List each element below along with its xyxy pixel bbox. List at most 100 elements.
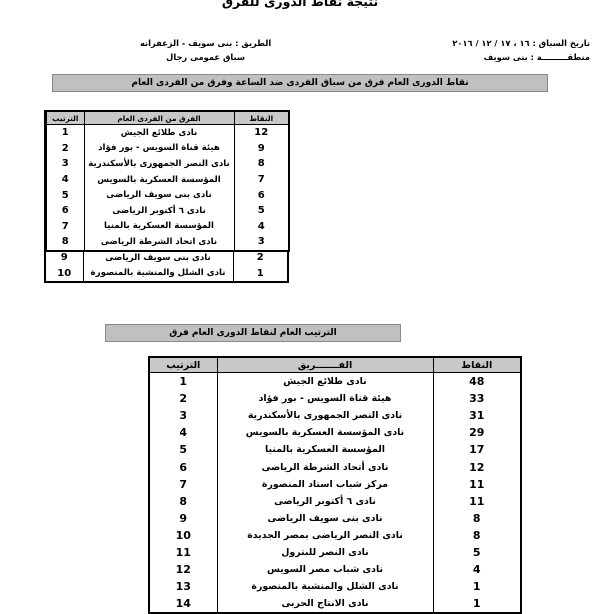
cell-points: 1: [432, 578, 522, 596]
cell-points: 2: [232, 249, 289, 266]
cell-rank: 1: [45, 124, 85, 141]
cell-points: 4: [233, 218, 290, 235]
cell-team: المؤسسة العسكرية بالسويس: [83, 171, 235, 188]
page-title: نتيجة نقاط الدورى للفرق: [221, 0, 379, 9]
cell-points: 11: [432, 475, 522, 493]
table-row: 8 نادى بنى سويف الرياضى 9: [148, 509, 522, 527]
route: الطريق : بنى سويف - الزعفرانه: [140, 38, 272, 48]
table-row: 12 نادى أتحاد الشرطة الرياضى 6: [148, 458, 522, 476]
cell-rank: 3: [45, 156, 85, 172]
table-header-row: النقاط الفرق من الفردى العام الترتيب: [45, 110, 290, 125]
cell-rank: 13: [148, 578, 218, 596]
cell-rank: 12: [148, 561, 218, 579]
cell-points: 9: [233, 140, 290, 157]
meta-right-block: تاريخ السباق : ١٦ ، ١٧ / ١٢ / ٢٠١٦ منطقـ…: [452, 36, 590, 64]
cell-rank: 6: [45, 202, 85, 219]
cell-rank: 5: [148, 441, 218, 459]
cell-rank: 10: [44, 265, 84, 282]
cell-points: 5: [432, 543, 522, 562]
cell-points: 33: [432, 390, 522, 408]
cell-rank: 8: [45, 234, 85, 251]
cell-rank: 14: [148, 595, 218, 614]
cell-team: نادى ٦ أكتوبر الرياضى: [216, 492, 434, 510]
cell-team: نادى الانتاج الحربى: [216, 595, 434, 614]
cell-rank: 2: [45, 140, 85, 157]
cell-points: 1: [432, 595, 522, 614]
table-row: 33 هيئة قناة السويس - بور فؤاد 2: [148, 390, 522, 408]
region: منطقـــــــــة : بنى سويف: [483, 52, 590, 62]
table-row: 5 نادى النصر للبترول 11: [148, 543, 522, 562]
table-row: 2 نادى بنى سويف الرياضى 9: [44, 249, 289, 266]
cell-team: نادى النصر الجمهورى بالأسكندرية: [216, 407, 434, 425]
cell-rank: 4: [45, 171, 85, 188]
cell-rank: 10: [148, 526, 218, 544]
table-row: 1 نادى الشلل والمنشية بالمنصورة 13: [148, 578, 522, 596]
table-row: 4 نادى شباب مصر السويس 12: [148, 561, 522, 579]
banner-team-points: نقاط الدورى العام فرق من سباق الفردى ضد …: [52, 74, 548, 92]
cell-team: المؤسسة العسكرية بالمنيا: [83, 218, 235, 235]
table-row: 48 نادى طلائع الجيش 1: [148, 372, 522, 391]
table-row: 8 نادى النصر الرياضى بمصر الجديدة 10: [148, 526, 522, 544]
cell-points: 8: [233, 156, 290, 172]
cell-team: نادى المؤسسة العسكرية بالسويس: [216, 424, 434, 442]
cell-team: نادى بنى سويف الرياضى: [82, 249, 234, 266]
cell-points: 48: [432, 372, 522, 391]
cell-points: 31: [432, 407, 522, 425]
table-general-individual: النقاط الفرق من الفردى العام الترتيب 12 ن…: [45, 110, 290, 252]
table-row: 11 مركز شباب استاد المنصورة 7: [148, 475, 522, 493]
table-row: 31 نادى النصر الجمهورى بالأسكندرية 3: [148, 407, 522, 425]
cell-points: 8: [432, 509, 522, 527]
table-row: 29 نادى المؤسسة العسكرية بالسويس 4: [148, 424, 522, 442]
table-row: 1 نادى الشلل والمنشية بالمنصورة 10: [44, 265, 289, 282]
column-header-points: النقاط: [432, 356, 522, 373]
cell-points: 4: [432, 561, 522, 579]
cell-team: مركز شباب استاد المنصورة: [216, 475, 434, 493]
cell-points: 11: [432, 492, 522, 510]
cell-rank: 5: [45, 187, 85, 203]
cell-rank: 4: [148, 424, 218, 442]
cell-team: نادى ٦ أكتوبر الرياضى: [83, 202, 235, 219]
cell-points: 5: [233, 202, 290, 219]
table-header-row: النقاط الفـــــــريق الترتيب: [148, 356, 522, 373]
cell-team: نادى الشلل والمنشية بالمنصورة: [216, 578, 434, 596]
table-row: 5 نادى ٦ أكتوبر الرياضى 6: [45, 202, 290, 219]
cell-team: نادى شباب مصر السويس: [216, 561, 434, 579]
table-row: 1 نادى الانتاج الحربى 14: [148, 595, 522, 614]
cell-points: 12: [432, 458, 522, 476]
cell-points: 7: [233, 171, 290, 188]
cell-team: نادى طلائع الجيش: [83, 124, 235, 141]
document-meta: تاريخ السباق : ١٦ ، ١٧ / ١٢ / ٢٠١٦ منطقـ…: [0, 36, 600, 70]
cell-rank: 8: [148, 492, 218, 510]
cell-rank: 9: [148, 509, 218, 527]
cell-rank: 3: [148, 407, 218, 425]
table-row: 11 نادى ٦ أكتوبر الرياضى 8: [148, 492, 522, 510]
cell-team: نادى النصر للبترول: [216, 543, 434, 562]
race-type: سباق عمومى رجال: [166, 52, 246, 62]
column-header-rank: الترتيب: [148, 356, 218, 373]
race-date: تاريخ السباق : ١٦ ، ١٧ / ١٢ / ٢٠١٦: [452, 38, 590, 48]
cell-team: نادى أتحاد الشرطة الرياضى: [216, 458, 434, 476]
cell-points: 8: [432, 526, 522, 544]
cell-team: هيئة قناة السويس - بور فؤاد: [83, 140, 235, 157]
column-header-points: النقاط: [233, 110, 290, 125]
cell-rank: 11: [148, 543, 218, 562]
column-header-team: الفرق من الفردى العام: [83, 110, 235, 125]
cell-team: نادى الشلل والمنشية بالمنصورة: [82, 265, 234, 282]
cell-rank: 6: [148, 458, 218, 476]
cell-points: 3: [233, 234, 290, 251]
cell-rank: 1: [148, 372, 218, 391]
table-body: 48 نادى طلائع الجيش 1 33 هيئة قناة السويس - …: [148, 372, 522, 614]
cell-team: نادى طلائع الجيش: [216, 372, 434, 391]
table-overall-ranking: النقاط الفـــــــريق الترتيب 48 نادى طلائ…: [148, 356, 522, 614]
cell-team: المؤسسة العسكرية بالمنيا: [216, 441, 434, 459]
cell-rank: 7: [45, 218, 85, 235]
column-header-rank: الترتيب: [45, 110, 85, 125]
cell-team: نادى بنى سويف الرياضى: [216, 509, 434, 527]
